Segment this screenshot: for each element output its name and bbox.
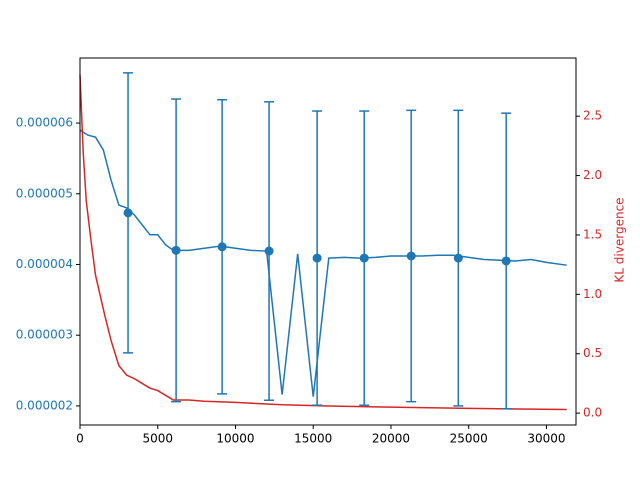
marker (501, 256, 511, 266)
x-tick-label: 15000 (294, 432, 332, 446)
y-tick-label: 0.000004 (16, 257, 73, 271)
marker (171, 245, 181, 255)
x-tick-label: 30000 (527, 432, 565, 446)
y2-tick-label: 2.0 (583, 168, 602, 182)
y-tick-label: 0.000006 (16, 116, 73, 130)
marker (264, 246, 274, 256)
marker (406, 251, 416, 261)
x-tick-label: 20000 (372, 432, 410, 446)
y2-tick-label: 0.5 (583, 346, 602, 360)
y2-tick-label: 1.0 (583, 287, 602, 301)
marker (453, 253, 463, 263)
x-tick-label: 0 (76, 432, 84, 446)
data-line (79, 74, 567, 411)
marker (312, 253, 322, 263)
marker (359, 253, 369, 263)
marker (123, 208, 133, 218)
marker (217, 242, 227, 252)
y-tick-label: 0.000003 (16, 328, 73, 342)
data-line (79, 129, 567, 397)
x-tick-label: 5000 (142, 432, 173, 446)
y2-tick-label: 1.5 (583, 227, 602, 241)
y2-tick-label: 2.5 (583, 109, 602, 123)
y2-tick-label: 0.0 (583, 406, 602, 420)
y2-axis-label: KL divergence (613, 197, 627, 282)
x-tick-label: 25000 (450, 432, 488, 446)
plot-frame (79, 57, 577, 426)
y-tick-label: 0.000002 (16, 398, 73, 412)
x-tick-label: 10000 (216, 432, 254, 446)
y-tick-label: 0.000005 (16, 186, 73, 200)
